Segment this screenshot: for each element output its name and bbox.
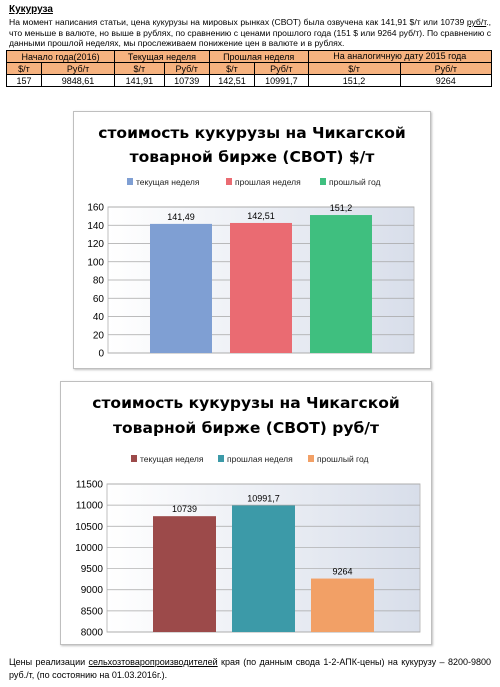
y-tick-label: 10500: [75, 522, 103, 533]
legend-swatch: [320, 178, 326, 185]
unit-cell: $/т: [208, 62, 256, 75]
footer-link[interactable]: сельхозтоваропроизводителей: [88, 657, 218, 667]
bar: [153, 516, 216, 632]
table-unit-row: $/т Руб/т $/т Руб/т $/т Руб/т $/т Руб/т: [6, 62, 493, 75]
usd-price-chart: стоимость кукурузы на Чикагской товарной …: [73, 111, 431, 369]
y-tick-label: 20: [93, 330, 105, 341]
bar: [310, 215, 372, 353]
section-heading: Кукуруза: [9, 4, 53, 15]
legend-label: прошлый год: [329, 177, 381, 187]
rub-price-chart: стоимость кукурузы на Чикагской товарной …: [60, 381, 432, 645]
header-start-of-year: Начало года(2016): [5, 50, 116, 63]
value-cell: 141,91: [114, 74, 165, 87]
footer-note: Цены реализации сельхозтоваропроизводите…: [9, 656, 491, 682]
bar: [150, 223, 212, 353]
bar-value-label: 10739: [172, 504, 197, 514]
bar-value-label: 10991,7: [247, 493, 280, 503]
chart-title-line-2: товарной бирже (СВОТ) $/т: [130, 148, 375, 166]
chart-title-line-1: стоимость кукурузы на Чикагской: [92, 394, 399, 412]
chart-title-line-1: стоимость кукурузы на Чикагской: [98, 124, 405, 142]
y-tick-label: 140: [87, 221, 104, 232]
y-tick-label: 11000: [76, 501, 104, 512]
paragraph-text-1: На момент написания статьи, цена кукуруз…: [9, 17, 467, 27]
value-cell: 151,2: [307, 74, 401, 87]
bar-value-label: 142,51: [247, 211, 275, 221]
y-tick-label: 9500: [81, 564, 104, 575]
unit-cell: Руб/т: [399, 62, 493, 75]
price-table: Начало года(2016) Текущая неделя Прошлая…: [5, 50, 493, 87]
value-cell: 9848,61: [40, 74, 116, 87]
unit-cell: Руб/т: [254, 62, 309, 75]
unit-cell: Руб/т: [163, 62, 210, 75]
table-header-row: Начало года(2016) Текущая неделя Прошлая…: [5, 50, 493, 63]
y-tick-label: 40: [93, 312, 105, 323]
unit-cell: Руб/т: [40, 62, 116, 75]
legend-swatch: [131, 455, 137, 462]
legend-swatch: [308, 455, 314, 462]
value-cell: 157: [6, 74, 42, 87]
legend-swatch: [226, 178, 232, 185]
y-tick-label: 11500: [76, 480, 104, 491]
y-tick-label: 100: [87, 257, 104, 268]
y-tick-label: 80: [93, 276, 105, 287]
value-cell: 10739: [163, 74, 210, 87]
bar: [230, 222, 292, 353]
bar-value-label: 151,2: [330, 203, 353, 213]
bar-value-label: 141,49: [167, 212, 195, 222]
bar: [311, 578, 374, 632]
legend-label: прошлый год: [317, 454, 369, 464]
header-previous-week: Прошлая неделя: [208, 50, 309, 63]
paragraph-link[interactable]: руб/т: [466, 17, 487, 27]
footer-text-2: края (по данным свода 1-2-АПК-цены) на к…: [9, 657, 491, 680]
legend-label: прошлая неделя: [227, 454, 293, 464]
paragraph-text-2: ., что меньше в валюте, но выше в рублях…: [9, 17, 491, 49]
legend-label: прошлая неделя: [235, 177, 301, 187]
unit-cell: $/т: [6, 62, 42, 75]
value-cell: 142,51: [208, 74, 256, 87]
header-same-date-2015: На аналогичную дату 2015 года: [307, 50, 493, 63]
table-value-row: 157 9848,61 141,91 10739 142,51 10991,7 …: [6, 74, 493, 87]
value-cell: 9264: [399, 74, 493, 87]
y-tick-label: 9000: [81, 585, 104, 596]
y-tick-label: 10000: [75, 543, 103, 554]
legend-swatch: [127, 178, 133, 185]
legend-swatch: [218, 455, 224, 462]
footer-text-1: Цены реализации: [9, 657, 89, 667]
rub-chart-svg: стоимость кукурузы на Чикагской товарной …: [75, 394, 421, 639]
unit-cell: $/т: [114, 62, 165, 75]
value-cell: 10991,7: [254, 74, 309, 87]
intro-paragraph: На момент написания статьи, цена кукуруз…: [9, 17, 491, 49]
y-tick-label: 120: [87, 239, 104, 250]
y-tick-label: 160: [87, 203, 104, 214]
y-tick-label: 0: [98, 349, 104, 360]
bar: [232, 505, 295, 632]
bar-value-label: 9264: [332, 567, 352, 577]
y-tick-label: 60: [93, 294, 105, 305]
chart-title-line-2: товарной бирже (СВОТ) руб/т: [113, 419, 379, 437]
y-tick-label: 8500: [81, 606, 104, 617]
legend-label: текущая неделя: [136, 177, 200, 187]
header-current-week: Текущая неделя: [114, 50, 210, 63]
usd-chart-svg: стоимость кукурузы на Чикагской товарной …: [87, 124, 415, 360]
y-tick-label: 8000: [81, 628, 104, 639]
legend-label: текущая неделя: [140, 454, 204, 464]
unit-cell: $/т: [307, 62, 401, 75]
